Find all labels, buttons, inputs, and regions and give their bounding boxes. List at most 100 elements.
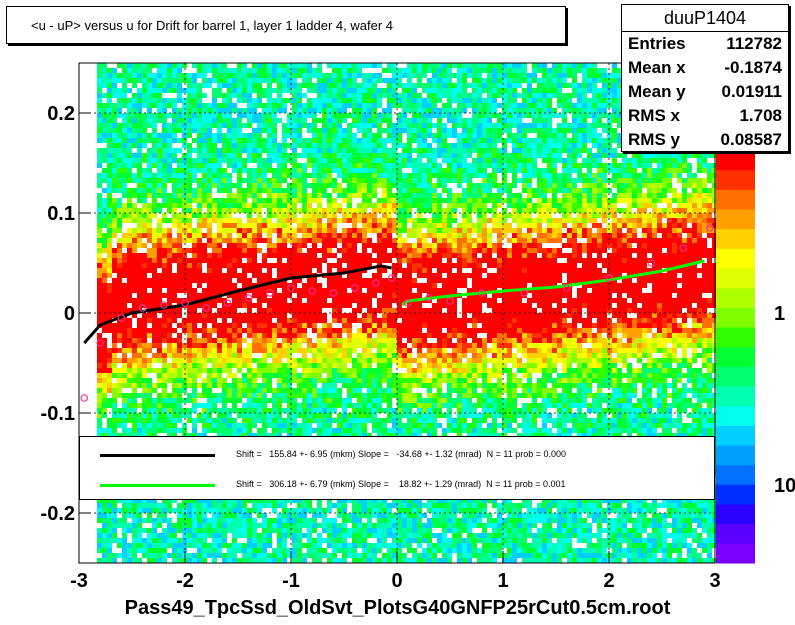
heatmap-cell — [142, 528, 147, 533]
heatmap-cell — [217, 233, 222, 238]
heatmap-cell — [242, 193, 247, 198]
heatmap-cell — [322, 548, 327, 553]
heatmap-cell — [317, 88, 322, 93]
heatmap-cell — [277, 393, 282, 398]
heatmap-cell — [112, 423, 117, 428]
heatmap-cell — [172, 273, 177, 278]
heatmap-cell — [252, 208, 257, 213]
heatmap-cell — [112, 518, 117, 523]
heatmap-cell — [157, 538, 162, 543]
heatmap-cell — [157, 133, 162, 138]
heatmap-cell — [237, 498, 242, 503]
heatmap-cell — [257, 63, 262, 68]
heatmap-cell — [182, 78, 187, 83]
heatmap-cell — [242, 408, 247, 413]
heatmap-cell — [127, 123, 132, 128]
heatmap-cell — [147, 258, 152, 263]
heatmap-cell — [132, 528, 137, 533]
heatmap-cell — [347, 133, 352, 138]
heatmap-cell — [282, 288, 287, 293]
heatmap-cell — [232, 103, 237, 108]
heatmap-cell — [302, 558, 307, 563]
heatmap-cell — [112, 173, 117, 178]
heatmap-cell — [247, 208, 252, 213]
heatmap-cell — [127, 188, 132, 193]
heatmap-cell — [222, 553, 227, 558]
heatmap-cell — [162, 308, 167, 313]
heatmap-cell — [177, 213, 182, 218]
heatmap-cell — [327, 533, 332, 538]
heatmap-cell — [337, 543, 342, 548]
heatmap-cell — [352, 513, 357, 518]
heatmap-cell — [107, 518, 112, 523]
heatmap-cell — [202, 158, 207, 163]
heatmap-cell — [242, 543, 247, 548]
heatmap-cell — [327, 173, 332, 178]
heatmap-cell — [122, 288, 127, 293]
heatmap-cell — [332, 398, 337, 403]
heatmap-cell — [207, 268, 212, 273]
heatmap-cell — [377, 168, 382, 173]
heatmap-cell — [237, 133, 242, 138]
heatmap-cell — [167, 408, 172, 413]
heatmap-cell — [357, 533, 362, 538]
heatmap-cell — [157, 543, 162, 548]
heatmap-cell — [317, 398, 322, 403]
heatmap-cell — [197, 188, 202, 193]
heatmap-cell — [112, 263, 117, 268]
heatmap-cell — [187, 263, 192, 268]
heatmap-cell — [327, 358, 332, 363]
heatmap-cell — [267, 68, 272, 73]
heatmap-cell — [242, 353, 247, 358]
heatmap-cell — [262, 288, 267, 293]
heatmap-cell — [192, 403, 197, 408]
heatmap-cell — [97, 288, 102, 293]
heatmap-cell — [172, 248, 177, 253]
heatmap-cell — [302, 363, 307, 368]
heatmap-cell — [127, 228, 132, 233]
heatmap-cell — [162, 248, 167, 253]
heatmap-cell — [177, 558, 182, 563]
heatmap-cell — [107, 388, 112, 393]
heatmap-cell — [312, 428, 317, 433]
heatmap-cell — [147, 508, 152, 513]
heatmap-cell — [257, 198, 262, 203]
heatmap-cell — [107, 243, 112, 248]
heatmap-cell — [272, 188, 277, 193]
heatmap-cell — [347, 163, 352, 168]
heatmap-cell — [292, 348, 297, 353]
heatmap-cell — [327, 428, 332, 433]
heatmap-cell — [152, 208, 157, 213]
heatmap-cell — [122, 163, 127, 168]
heatmap-cell — [97, 538, 102, 543]
heatmap-cell — [287, 393, 292, 398]
heatmap-cell — [132, 258, 137, 263]
heatmap-cell — [252, 168, 257, 173]
heatmap-cell — [227, 78, 232, 83]
heatmap-cell — [367, 358, 372, 363]
heatmap-cell — [372, 293, 377, 298]
heatmap-cell — [287, 128, 292, 133]
heatmap-cell — [287, 513, 292, 518]
heatmap-cell — [152, 163, 157, 168]
heatmap-cell — [347, 88, 352, 93]
heatmap-cell — [202, 378, 207, 383]
heatmap-cell — [227, 418, 232, 423]
heatmap-cell — [357, 103, 362, 108]
heatmap-cell — [207, 543, 212, 548]
heatmap-cell — [362, 398, 367, 403]
heatmap-cell — [307, 203, 312, 208]
heatmap-cell — [197, 283, 202, 288]
heatmap-cell — [272, 523, 277, 528]
heatmap-cell — [232, 398, 237, 403]
heatmap-cell — [247, 543, 252, 548]
heatmap-cell — [247, 188, 252, 193]
heatmap-cell — [107, 173, 112, 178]
heatmap-cell — [292, 138, 297, 143]
heatmap-cell — [142, 178, 147, 183]
heatmap-cell — [312, 318, 317, 323]
heatmap-cell — [222, 158, 227, 163]
heatmap-cell — [372, 83, 377, 88]
heatmap-cell — [377, 433, 382, 438]
heatmap-cell — [132, 548, 137, 553]
